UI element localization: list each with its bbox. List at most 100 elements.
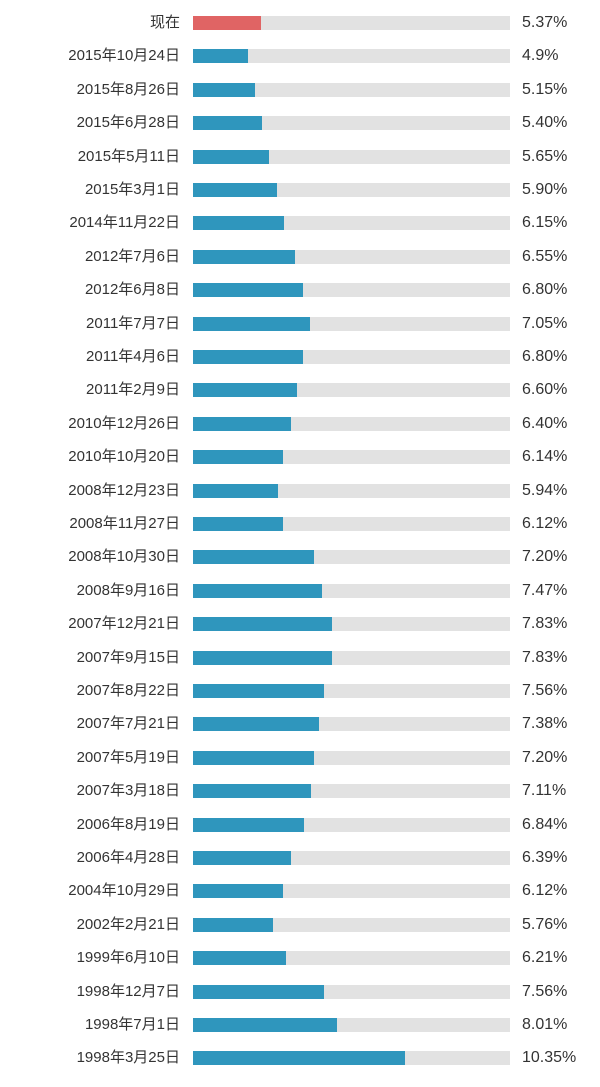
bar-track (193, 183, 510, 197)
bar-track (193, 884, 510, 899)
bar-row: 2015年6月28日 5.40% (0, 106, 600, 139)
bar-track (193, 650, 510, 665)
bar-row: 2007年7月21日 7.38% (0, 707, 600, 740)
category-label: 1998年3月25日 (76, 1049, 180, 1067)
bar-track (193, 817, 510, 832)
category-label: 2011年7月7日 (86, 314, 180, 332)
value-label: 7.20% (522, 548, 568, 566)
bar (193, 383, 297, 398)
bar-track (193, 49, 510, 64)
bar (193, 650, 333, 665)
bar-track (193, 684, 510, 698)
bar-row: 2011年2月9日 6.60% (0, 373, 600, 406)
value-label: 6.60% (522, 381, 568, 399)
bar-track (193, 617, 510, 632)
value-label: 7.83% (522, 615, 568, 633)
category-label: 2014年11月22日 (69, 214, 180, 232)
value-label: 6.12% (522, 882, 568, 900)
bar-row: 2006年8月19日 6.84% (0, 808, 600, 841)
bar (193, 216, 284, 231)
bar-row: 1999年6月10日 6.21% (0, 941, 600, 974)
value-label: 7.05% (522, 314, 568, 332)
category-label: 2006年4月28日 (76, 849, 180, 866)
bar (193, 617, 333, 632)
bar-track (193, 383, 510, 398)
bar-track (193, 951, 510, 966)
bar-row: 2011年4月6日 6.80% (0, 340, 600, 373)
bar-row: 2008年12月23日 5.94% (0, 474, 600, 507)
bar-track (193, 750, 510, 765)
bar-track (193, 216, 510, 231)
bar-row: 2015年3月1日 5.90% (0, 173, 600, 206)
value-label: 6.55% (522, 247, 568, 265)
bar (193, 984, 325, 999)
bar-track (193, 550, 510, 565)
category-label: 2015年6月28日 (76, 114, 180, 132)
category-label: 2007年9月15日 (76, 648, 180, 666)
category-label: 2011年4月6日 (86, 348, 180, 365)
category-label: 1998年7月1日 (84, 1016, 180, 1033)
bar-track (193, 149, 510, 164)
bar-row: 2007年12月21日 7.83% (0, 607, 600, 640)
bar-track (193, 851, 510, 865)
bar-row: 1998年7月1日 8.01% (0, 1008, 600, 1041)
category-label: 2012年7月6日 (84, 247, 180, 265)
bar-row: 2002年2月21日 5.76% (0, 908, 600, 941)
bar (193, 350, 303, 364)
bar (193, 817, 304, 832)
bar-track (193, 283, 510, 298)
category-label: 2010年10月20日 (68, 448, 180, 466)
value-label: 7.11% (522, 782, 567, 800)
bar-row: 2007年9月15日 7.83% (0, 641, 600, 674)
value-label: 5.40% (522, 114, 568, 132)
bar-track (193, 717, 510, 732)
value-label: 6.21% (522, 949, 568, 967)
bar-track (193, 416, 510, 431)
value-label: 6.84% (522, 815, 568, 833)
bar-track (193, 583, 510, 598)
value-label: 6.80% (522, 348, 568, 365)
value-label: 7.56% (522, 682, 568, 699)
category-label: 1999年6月10日 (76, 949, 180, 967)
bar-track (193, 450, 510, 465)
bar-track (193, 1051, 510, 1066)
value-label: 8.01% (522, 1016, 568, 1033)
category-label: 2015年8月26日 (76, 80, 180, 98)
category-label: 2015年3月1日 (84, 181, 180, 198)
value-label: 6.40% (522, 414, 568, 432)
category-label: 2002年2月21日 (76, 915, 180, 933)
bar-row: 2012年6月8日 6.80% (0, 273, 600, 306)
bar-row: 2010年12月26日 6.40% (0, 407, 600, 440)
bar-row: 2007年5月19日 7.20% (0, 741, 600, 774)
bar (193, 884, 283, 899)
value-label: 7.20% (522, 748, 568, 766)
bar-track (193, 82, 510, 97)
category-label: 2007年8月22日 (76, 682, 180, 699)
category-label: 2008年10月30日 (68, 548, 180, 566)
bar-row: 2007年3月18日 7.11% (0, 774, 600, 807)
bar (193, 851, 291, 865)
category-label: 2007年7月21日 (76, 715, 180, 733)
category-label: 1998年12月7日 (76, 982, 180, 1000)
bar-row: 2015年8月26日 5.15% (0, 73, 600, 106)
bar-row: 2015年5月11日 5.65% (0, 140, 600, 173)
bar (193, 416, 291, 431)
value-label: 5.15% (522, 80, 568, 98)
bar (193, 450, 284, 465)
category-label: 2007年3月18日 (76, 782, 180, 800)
value-label: 4.9% (522, 47, 559, 65)
bar-row: 2007年8月22日 7.56% (0, 674, 600, 707)
value-label: 7.56% (522, 982, 568, 1000)
value-label: 5.37% (522, 14, 568, 31)
bar-track (193, 350, 510, 364)
category-label: 2004年10月29日 (68, 882, 180, 900)
bar (193, 283, 303, 298)
value-label: 6.39% (522, 849, 568, 866)
bar (193, 517, 283, 531)
bar (193, 49, 248, 64)
category-label: 2010年12月26日 (68, 414, 180, 432)
category-label: 2008年9月16日 (76, 581, 180, 599)
bar (193, 684, 325, 698)
category-label: 2006年8月19日 (76, 815, 180, 833)
bar-track (193, 116, 510, 131)
